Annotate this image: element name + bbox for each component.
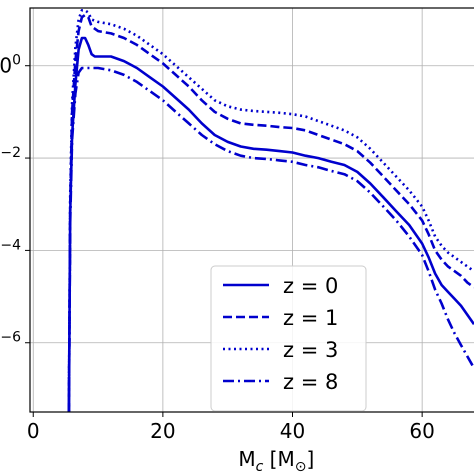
legend-label-2: z = 3 [283, 338, 338, 362]
legend: z = 0 z = 1 z = 3 z = 8 [210, 265, 367, 412]
y-tick-label-2: −4 [0, 237, 21, 253]
y-tick-label-3: −6 [0, 330, 21, 346]
axes [29, 7, 474, 413]
series-line-solid [67, 36, 474, 412]
legend-label-3: z = 8 [283, 370, 338, 394]
x-axis-label: Mc [M⊙] [238, 447, 314, 474]
series-line-dashed [67, 13, 474, 412]
legend-box [210, 265, 367, 412]
x-tick-label-3: 60 [409, 419, 434, 443]
y-tick-label-0: 00 [0, 53, 21, 78]
x-tick-label-1: 20 [150, 419, 175, 443]
grid-lines [30, 8, 474, 412]
series-line-dashdot [67, 66, 474, 412]
y-tick-label-1: −2 [0, 145, 21, 161]
plot-area [67, 9, 474, 412]
series-line-dotted [67, 9, 474, 412]
tick-labels: 0 20 40 60 00 −2 −4 −6 [0, 53, 435, 443]
legend-label-0: z = 0 [283, 274, 338, 298]
legend-label-1: z = 1 [283, 306, 338, 330]
x-tick-label-0: 0 [27, 419, 40, 443]
x-tick-label-2: 40 [280, 419, 305, 443]
plot-frame [29, 7, 474, 413]
